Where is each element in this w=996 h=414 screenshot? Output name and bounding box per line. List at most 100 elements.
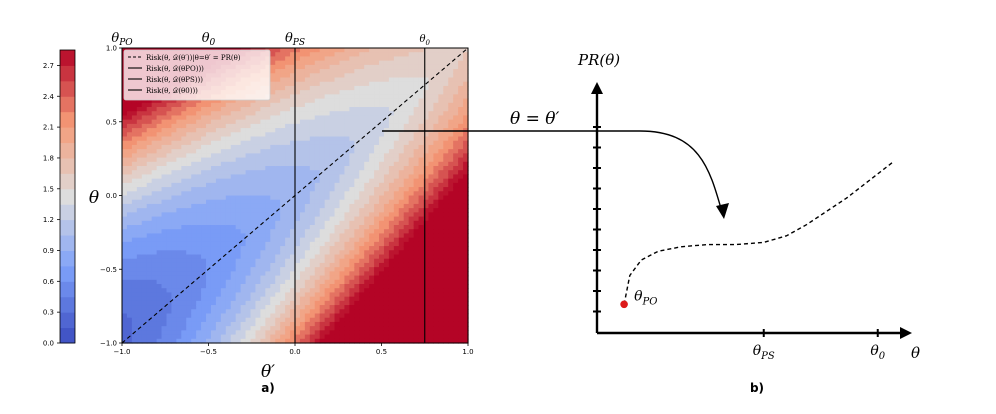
heatmap-cell bbox=[220, 115, 227, 121]
heatmap-cell bbox=[438, 208, 444, 213]
heatmap-cell bbox=[215, 153, 222, 159]
heatmap-cell bbox=[235, 300, 242, 306]
heatmap-cell bbox=[146, 246, 153, 251]
heatmap-cell bbox=[433, 220, 439, 226]
pr-y-axis-arrow bbox=[591, 82, 603, 94]
heatmap-cell bbox=[423, 275, 430, 281]
heatmap-cell bbox=[379, 56, 385, 62]
heatmap-cell bbox=[215, 208, 222, 213]
heatmap-cell bbox=[393, 60, 400, 66]
heatmap-cell bbox=[329, 199, 336, 205]
heatmap-cell bbox=[290, 258, 296, 264]
heatmap-cell bbox=[413, 338, 420, 344]
heatmap-cell bbox=[448, 174, 454, 180]
heatmap-cell bbox=[181, 123, 187, 129]
heatmap-cell bbox=[349, 161, 355, 167]
heatmap-cell bbox=[458, 305, 464, 310]
heatmap-cell bbox=[304, 296, 311, 302]
heatmap-cell bbox=[339, 250, 346, 256]
heatmap-cell bbox=[433, 225, 439, 230]
heatmap-cell bbox=[220, 199, 227, 205]
heatmap-cell bbox=[398, 288, 405, 294]
heatmap-cell bbox=[270, 52, 276, 58]
heatmap-cell bbox=[463, 267, 469, 272]
heatmap-cell bbox=[290, 300, 296, 306]
heatmap-cell bbox=[215, 267, 222, 272]
heatmap-cell bbox=[324, 199, 331, 205]
heatmap-cell bbox=[369, 330, 375, 336]
heatmap-cell bbox=[215, 292, 222, 298]
heatmap-cell bbox=[314, 153, 321, 159]
heatmap-cell bbox=[151, 123, 158, 129]
heatmap-cell bbox=[319, 187, 326, 192]
heatmap-cell bbox=[344, 317, 350, 323]
heatmap-cell bbox=[324, 334, 331, 340]
heatmap-cell bbox=[171, 161, 177, 167]
heatmap-cell bbox=[324, 90, 331, 95]
heatmap-cell bbox=[265, 338, 271, 344]
heatmap-cell bbox=[275, 300, 281, 306]
heatmap-cell bbox=[448, 132, 454, 138]
heatmap-cell bbox=[354, 338, 360, 344]
heatmap-cell bbox=[314, 296, 321, 302]
heatmap-cell bbox=[186, 279, 192, 285]
heatmap-cell bbox=[428, 300, 434, 306]
heatmap-cell bbox=[156, 191, 163, 197]
heatmap-cell bbox=[379, 199, 385, 205]
heatmap-cell bbox=[191, 199, 197, 205]
heatmap-cell bbox=[443, 212, 449, 218]
heatmap-cell bbox=[433, 64, 439, 70]
heatmap-cell bbox=[275, 271, 281, 277]
heatmap-cell bbox=[374, 309, 380, 315]
heatmap-cell bbox=[186, 102, 192, 108]
heatmap-cell bbox=[438, 85, 444, 91]
heatmap-cell bbox=[344, 81, 350, 87]
heatmap-cell bbox=[220, 111, 227, 117]
heatmap-cell bbox=[388, 212, 395, 218]
heatmap-cell bbox=[413, 334, 420, 340]
heatmap-cell bbox=[255, 119, 261, 125]
heatmap-cell bbox=[379, 275, 385, 281]
heatmap-cell bbox=[255, 300, 261, 306]
heatmap-cell bbox=[206, 187, 212, 192]
heatmap-cell bbox=[235, 107, 242, 112]
heatmap-cell bbox=[398, 157, 405, 163]
heatmap-cell bbox=[324, 128, 331, 133]
heatmap-cell bbox=[206, 334, 212, 340]
heatmap-cell bbox=[344, 52, 350, 58]
heatmap-cell bbox=[438, 90, 444, 95]
heatmap-cell bbox=[240, 195, 247, 201]
heatmap-cell bbox=[339, 102, 346, 108]
heatmap-cell bbox=[122, 309, 128, 315]
heatmap-cell bbox=[166, 115, 173, 121]
heatmap-cell bbox=[309, 149, 316, 154]
heatmap-cell bbox=[309, 81, 316, 87]
heatmap-cell bbox=[295, 267, 301, 272]
heatmap-cell bbox=[339, 309, 346, 315]
heatmap-cell bbox=[245, 229, 252, 235]
heatmap-cell bbox=[146, 220, 153, 226]
heatmap-cell bbox=[191, 153, 197, 159]
heatmap-cell bbox=[398, 48, 405, 53]
heatmap-cell bbox=[290, 284, 296, 289]
heatmap-cell bbox=[448, 292, 454, 298]
heatmap-cell bbox=[418, 326, 425, 331]
heatmap-cell bbox=[369, 128, 375, 133]
heatmap-cell bbox=[349, 48, 355, 53]
heatmap-cell bbox=[398, 309, 405, 315]
heatmap-cell bbox=[280, 98, 286, 104]
heatmap-cell bbox=[398, 136, 405, 142]
heatmap-cell bbox=[215, 102, 222, 108]
heatmap-cell bbox=[161, 174, 168, 180]
heatmap-cell bbox=[383, 237, 390, 243]
heatmap-cell bbox=[201, 115, 207, 121]
heatmap-cell bbox=[369, 321, 375, 327]
heatmap-cell bbox=[235, 296, 242, 302]
heatmap-cell bbox=[418, 102, 425, 108]
heatmap-cell bbox=[374, 178, 380, 184]
heatmap-cell bbox=[359, 203, 365, 209]
heatmap-cell bbox=[393, 102, 400, 108]
heatmap-cell bbox=[166, 330, 173, 336]
heatmap-cell bbox=[176, 182, 182, 188]
heatmap-cell bbox=[463, 136, 469, 142]
